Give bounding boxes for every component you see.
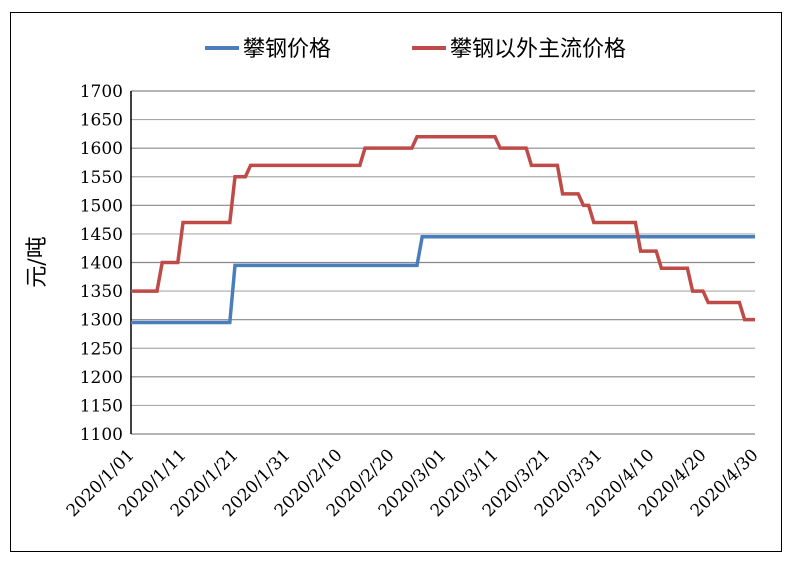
y-tick-label: 1650	[80, 111, 123, 131]
y-tick-label: 1450	[80, 225, 123, 245]
y-tick-label: 1700	[80, 82, 123, 102]
series-line	[131, 134, 755, 322]
legend-label: 攀钢以外主流价格	[450, 37, 626, 62]
y-tick-label: 1550	[80, 168, 123, 188]
series-line	[131, 235, 755, 325]
y-axis-label: 元/吨	[25, 236, 50, 287]
y-tick-label: 1500	[80, 196, 123, 216]
y-tick-label: 1200	[80, 368, 123, 388]
y-tick-label: 1150	[80, 396, 123, 416]
chart-frame	[10, 12, 782, 552]
legend-label: 攀钢价格	[243, 37, 331, 62]
y-tick-label: 1350	[80, 282, 123, 302]
y-tick-label: 1100	[80, 425, 123, 445]
y-tick-label: 1300	[80, 311, 123, 331]
y-tick-label: 1250	[80, 339, 123, 359]
y-tick-label: 1600	[80, 139, 123, 159]
y-tick-label: 1400	[80, 254, 123, 274]
